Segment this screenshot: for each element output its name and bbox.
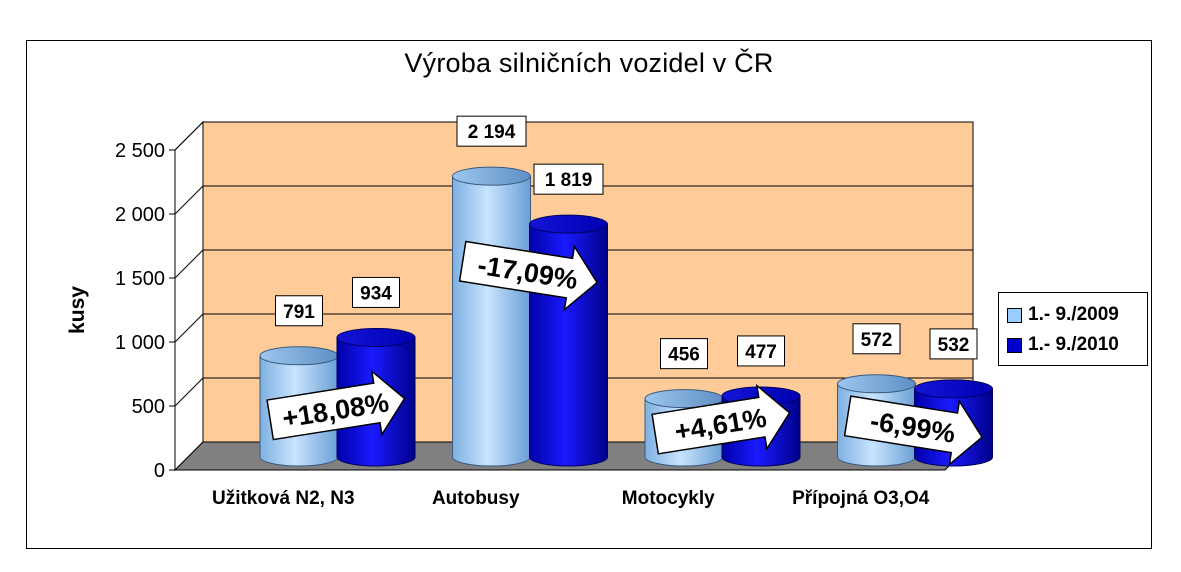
data-label-1-2: 477 <box>737 335 785 367</box>
gridline-side <box>174 249 204 279</box>
annotation-arrow-shape <box>843 395 984 467</box>
category-labels-layer: Užitková N2, N3 Autobusy Motocykly Přípojná… <box>212 488 930 509</box>
annotation-arrows-layer: +18,08%-17,09%+4,61% -6,99% <box>266 240 984 467</box>
chart-title: Výroba silničních vozidel v ČR <box>404 48 774 78</box>
data-label-box <box>929 328 978 360</box>
legend: 1.- 9./2009 1.- 9./2010 <box>998 292 1148 366</box>
annotation-arrow-2: +4,61% <box>651 383 791 455</box>
y-tick-label: 2 000 <box>115 204 165 226</box>
data-label-text: 532 <box>938 335 970 356</box>
data-label-box <box>275 295 323 327</box>
legend-item-2009: 1.- 9./2009 <box>1007 303 1119 327</box>
x-category-label: Autobusy <box>432 488 520 509</box>
data-label-text: 791 <box>283 302 315 323</box>
y-tick-label: 500 <box>132 396 165 418</box>
legend-swatch-2010 <box>1007 337 1022 353</box>
gridline-side <box>174 185 204 215</box>
data-label-0-1: 2 194 <box>456 115 527 147</box>
data-label-text: 934 <box>360 283 392 304</box>
bar-top <box>336 327 416 347</box>
data-label-box <box>533 163 604 195</box>
bar-top <box>837 374 916 394</box>
x-category-label: Motocykly <box>622 488 715 509</box>
data-label-box <box>660 338 708 370</box>
gridline-side <box>174 377 204 407</box>
plot-side-wall <box>174 120 204 472</box>
annotation-arrow-3: -6,99% <box>843 395 984 467</box>
bar-top <box>452 166 531 186</box>
data-label-text: 1 819 <box>545 170 593 191</box>
data-label-text: 2 194 <box>468 122 516 143</box>
data-label-box <box>352 276 400 308</box>
y-tick-label: 1 000 <box>115 332 165 354</box>
annotation-arrow-shape <box>651 383 791 455</box>
y-tick-label: 1 500 <box>115 268 165 290</box>
data-label-1-0: 934 <box>352 276 400 308</box>
gridline-side <box>174 121 204 151</box>
bar-top <box>529 214 608 234</box>
y-tick-label: 0 <box>154 460 165 482</box>
legend-item-2010: 1.- 9./2010 <box>1007 333 1119 357</box>
data-label-0-2: 456 <box>660 338 708 370</box>
legend-label-2009: 1.- 9./2009 <box>1028 304 1119 325</box>
data-label-box <box>737 335 785 367</box>
data-labels-layer: 791 2 194 456 572 934 1 819 477 532 <box>275 115 978 370</box>
data-label-0-3: 572 <box>852 323 901 355</box>
data-label-box <box>456 115 527 147</box>
y-tick-label: 2 500 <box>115 140 165 162</box>
annotation-arrow-shape <box>266 369 406 441</box>
data-label-text: 477 <box>745 342 777 363</box>
data-label-1-1: 1 819 <box>533 163 604 195</box>
data-label-box <box>852 323 901 355</box>
x-category-label: Užitková N2, N3 <box>212 488 355 509</box>
bar-body <box>452 175 531 467</box>
y-tick-labels-layer: 0 500 1 000 1 500 2 000 2 500 <box>115 140 165 482</box>
data-label-1-3: 532 <box>929 328 978 360</box>
data-label-text: 572 <box>861 330 893 351</box>
bar-top <box>914 379 993 399</box>
annotation-arrow-shape <box>458 240 599 312</box>
data-label-0-0: 791 <box>275 295 323 327</box>
annotation-arrow-0: +18,08% <box>266 369 406 441</box>
data-label-text: 456 <box>668 345 700 366</box>
gridline-side <box>174 313 204 343</box>
y-axis-label: kusy <box>66 286 89 334</box>
x-category-label: Přípojná O3,O4 <box>792 488 930 509</box>
bar-top <box>259 346 339 366</box>
bar-0-1 <box>452 166 531 467</box>
legend-label-2010: 1.- 9./2010 <box>1028 334 1119 355</box>
legend-swatch-2009 <box>1007 307 1022 323</box>
